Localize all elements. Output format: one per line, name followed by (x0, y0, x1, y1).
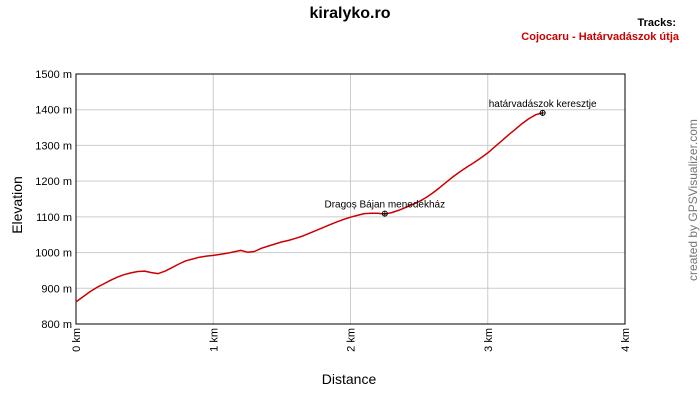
waypoint-label: Dragoș Bájan menedékház (324, 200, 445, 211)
plot-frame (75, 73, 626, 325)
waypoint-label: határvadászok keresztje (489, 99, 597, 110)
y-tick-label: 1200 m (35, 176, 72, 188)
x-tick-label: 1 km (208, 328, 220, 352)
y-tick-label: 1100 m (36, 212, 72, 224)
x-axis-label: Distance (322, 371, 377, 387)
x-tick-label: 0 km (71, 328, 83, 352)
x-tick-label: 3 km (483, 328, 495, 352)
y-tick-label: 1500 m (35, 69, 72, 81)
credit-text: created by GPSVisualizer.com (686, 119, 700, 281)
x-tick-labels: 0 km 1 km 2 km 3 km 4 km (71, 328, 632, 352)
series-layer (75, 112, 543, 303)
y-tick-label: 1000 m (35, 248, 72, 260)
y-tick-label: 1300 m (35, 140, 72, 152)
y-axis-label: Elevation (9, 176, 25, 234)
annotations: Dragoș Bájan menedékház határvadászok ker… (324, 99, 597, 217)
y-tick-labels: 800 m 900 m 1000 m 1100 m 1200 m 1300 m 1400 m… (35, 69, 72, 331)
tracks-header: Tracks: (637, 17, 676, 29)
chart-title: kiralyko.ro (310, 5, 391, 22)
y-tick-label: 800 m (41, 319, 72, 331)
y-tick-label: 900 m (41, 283, 72, 295)
y-tick-label: 1400 m (35, 105, 72, 117)
x-tick-label: 4 km (620, 328, 632, 352)
x-tick-label: 2 km (346, 328, 358, 352)
elevation-series-line (75, 112, 543, 303)
legend-track-name: Cojocaru - Határvadászok útja (521, 31, 680, 43)
